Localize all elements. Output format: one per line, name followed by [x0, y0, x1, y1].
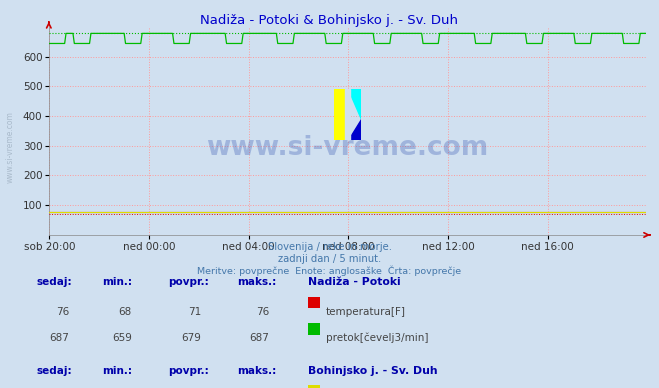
Text: povpr.:: povpr.:	[168, 277, 209, 288]
Polygon shape	[345, 89, 351, 140]
Text: 76: 76	[56, 307, 69, 317]
Text: www.si-vreme.com: www.si-vreme.com	[206, 135, 489, 161]
Text: 659: 659	[112, 333, 132, 343]
Text: Nadiža - Potoki: Nadiža - Potoki	[308, 277, 401, 288]
Text: 68: 68	[119, 307, 132, 317]
Text: 687: 687	[49, 333, 69, 343]
Text: min.:: min.:	[102, 366, 132, 376]
Text: Slovenija / reke in morje.: Slovenija / reke in morje.	[268, 242, 391, 253]
Text: maks.:: maks.:	[237, 277, 277, 288]
Text: 679: 679	[181, 333, 201, 343]
Text: pretok[čevelj3/min]: pretok[čevelj3/min]	[326, 333, 428, 343]
Text: temperatura[F]: temperatura[F]	[326, 307, 405, 317]
Text: sedaj:: sedaj:	[36, 366, 72, 376]
Text: maks.:: maks.:	[237, 366, 277, 376]
Text: 687: 687	[249, 333, 269, 343]
Polygon shape	[348, 89, 361, 120]
Text: Meritve: povprečne  Enote: anglosaške  Črta: povprečje: Meritve: povprečne Enote: anglosaške Črt…	[198, 266, 461, 276]
Text: Bohinjsko j. - Sv. Duh: Bohinjsko j. - Sv. Duh	[308, 366, 438, 376]
Text: zadnji dan / 5 minut.: zadnji dan / 5 minut.	[278, 254, 381, 264]
Text: Nadiža - Potoki & Bohinjsko j. - Sv. Duh: Nadiža - Potoki & Bohinjsko j. - Sv. Duh	[200, 14, 459, 27]
Text: 76: 76	[256, 307, 269, 317]
Text: www.si-vreme.com: www.si-vreme.com	[5, 111, 14, 184]
Text: 71: 71	[188, 307, 201, 317]
Bar	[333, 89, 348, 140]
Text: min.:: min.:	[102, 277, 132, 288]
Polygon shape	[348, 120, 361, 140]
Text: povpr.:: povpr.:	[168, 366, 209, 376]
Text: sedaj:: sedaj:	[36, 277, 72, 288]
